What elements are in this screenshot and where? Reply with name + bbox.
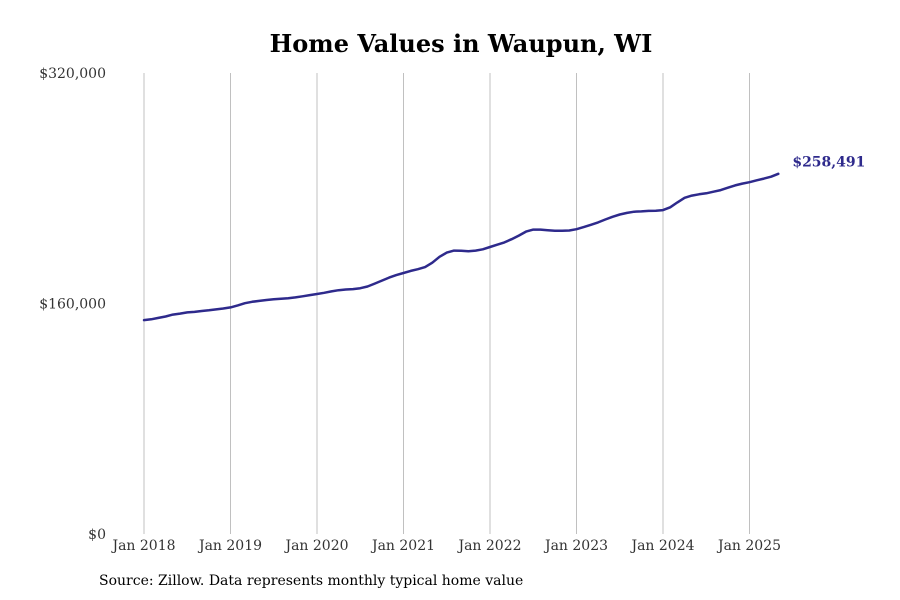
x-tick-label: Jan 2024 <box>629 538 694 554</box>
x-tick-label: Jan 2019 <box>197 538 262 554</box>
chart-title: Home Values in Waupun, WI <box>270 29 653 58</box>
x-axis: Jan 2018 Jan 2019 Jan 2020 Jan 2021 Jan 2022… <box>110 538 781 554</box>
x-tick-label: Jan 2022 <box>456 538 521 554</box>
source-note: Source: Zillow. Data represents monthly … <box>99 573 524 589</box>
series-line-home-value <box>142 172 780 322</box>
y-tick-label: $160,000 <box>39 297 106 313</box>
x-tick-label: Jan 2018 <box>110 538 175 554</box>
x-tick-label: Jan 2023 <box>543 538 608 554</box>
grid-layer <box>143 73 750 534</box>
y-tick-label: $0 <box>88 527 106 543</box>
y-tick-label: $320,000 <box>39 66 106 82</box>
y-axis: $320,000 $160,000 $0 <box>39 66 106 543</box>
x-tick-label: Jan 2020 <box>283 538 348 554</box>
end-value-label: $258,491 <box>792 155 865 171</box>
x-tick-label: Jan 2025 <box>716 538 781 554</box>
x-tick-label: Jan 2021 <box>370 538 435 554</box>
